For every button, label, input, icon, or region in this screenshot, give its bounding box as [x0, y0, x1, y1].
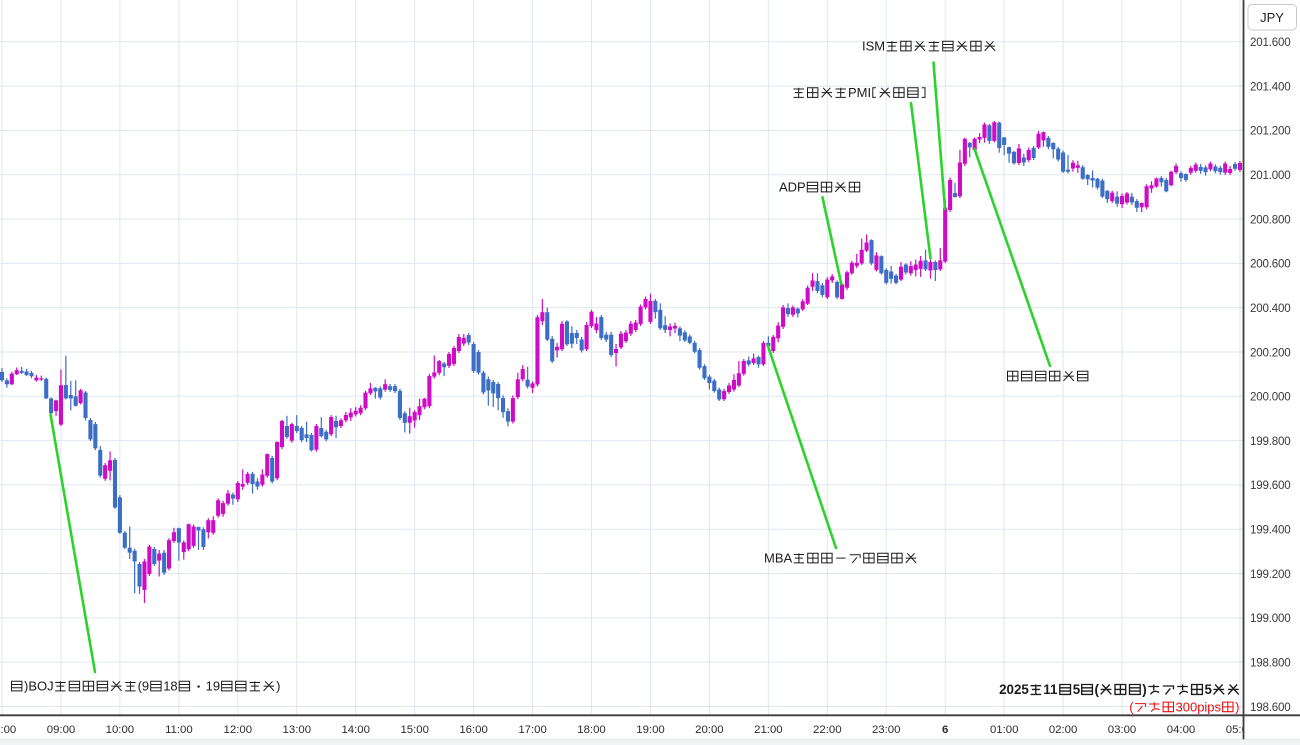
svg-text:19:00: 19:00: [636, 724, 665, 736]
svg-text:199.200: 199.200: [1250, 568, 1291, 581]
svg-text:ISM: ISM: [862, 39, 885, 54]
svg-text:10:00: 10:00: [106, 724, 135, 736]
svg-text:17:00: 17:00: [518, 724, 547, 736]
svg-text:(: (: [1129, 700, 1134, 715]
svg-text:04:00: 04:00: [1167, 724, 1196, 736]
svg-text:199.800: 199.800: [1250, 435, 1291, 448]
svg-text:(: (: [1095, 682, 1100, 697]
svg-text:): ): [1142, 682, 1146, 697]
svg-text:199.000: 199.000: [1250, 612, 1291, 625]
svg-text:19: 19: [206, 679, 220, 694]
svg-text:(9: (9: [138, 679, 150, 694]
svg-text:): ): [276, 679, 280, 694]
svg-text:199.400: 199.400: [1250, 524, 1291, 537]
svg-text:11: 11: [1043, 682, 1058, 697]
svg-text:200.400: 200.400: [1250, 302, 1291, 315]
svg-text:201.200: 201.200: [1250, 125, 1291, 138]
svg-text:200.800: 200.800: [1250, 213, 1291, 226]
svg-text:05:00: 05:00: [1226, 724, 1255, 736]
svg-text:08:00: 08:00: [0, 724, 16, 736]
svg-text:200.200: 200.200: [1250, 346, 1291, 359]
svg-text:200.600: 200.600: [1250, 258, 1291, 271]
svg-text:01:00: 01:00: [990, 724, 1019, 736]
svg-text:21:00: 21:00: [754, 724, 783, 736]
svg-text:18:00: 18:00: [577, 724, 606, 736]
svg-text:JPY: JPY: [1260, 10, 1284, 25]
svg-text:199.600: 199.600: [1250, 479, 1291, 492]
svg-text:11:00: 11:00: [165, 724, 193, 736]
svg-text:6: 6: [942, 724, 948, 736]
svg-text:16:00: 16:00: [459, 724, 488, 736]
svg-text:22:00: 22:00: [813, 724, 842, 736]
svg-text:198.600: 198.600: [1250, 701, 1291, 714]
svg-text:12:00: 12:00: [224, 724, 253, 736]
svg-text:)BOJ: )BOJ: [24, 679, 54, 694]
svg-text:MBA: MBA: [764, 551, 793, 566]
svg-text:ADP: ADP: [779, 180, 806, 195]
svg-text:18: 18: [163, 679, 177, 694]
svg-text:02:00: 02:00: [1049, 724, 1078, 736]
svg-text:PMI: PMI: [848, 85, 871, 100]
svg-text:23:00: 23:00: [872, 724, 901, 736]
svg-text:20:00: 20:00: [695, 724, 724, 736]
svg-text:201.600: 201.600: [1250, 36, 1291, 49]
svg-text:15:00: 15:00: [400, 724, 429, 736]
svg-text:5: 5: [1205, 682, 1213, 697]
svg-text:201.400: 201.400: [1250, 80, 1291, 93]
svg-text:300pips: 300pips: [1176, 700, 1222, 715]
svg-text:5: 5: [1073, 682, 1081, 697]
svg-text:200.000: 200.000: [1250, 391, 1291, 404]
svg-text:201.000: 201.000: [1250, 169, 1291, 182]
svg-text:09:00: 09:00: [47, 724, 76, 736]
svg-text:03:00: 03:00: [1108, 724, 1137, 736]
svg-text:198.800: 198.800: [1250, 656, 1291, 669]
svg-text:14:00: 14:00: [341, 724, 370, 736]
svg-text:13:00: 13:00: [283, 724, 312, 736]
svg-text:): ): [1235, 700, 1239, 715]
svg-text:2025: 2025: [999, 682, 1029, 697]
